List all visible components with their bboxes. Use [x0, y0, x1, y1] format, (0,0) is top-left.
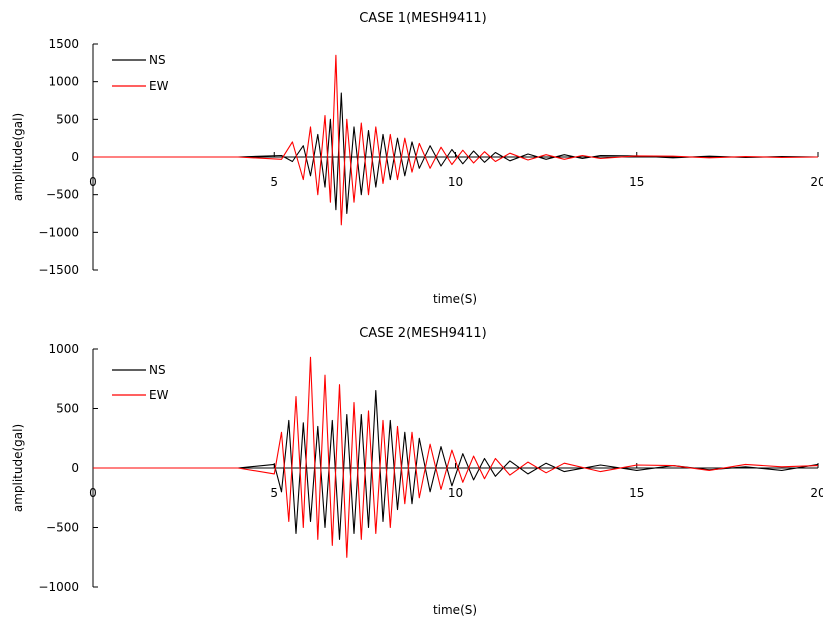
series-line-ns — [93, 92, 819, 215]
legend-label-ns: NS — [149, 363, 166, 377]
legend-label-ew: EW — [149, 79, 169, 93]
chart-panel-case2: CASE 2(MESH9411) amplitude(gal) time(S) … — [11, 326, 823, 617]
series-line-ew — [93, 356, 819, 558]
y-tick-label: −500 — [46, 188, 79, 202]
x-tick-label: 20 — [810, 486, 823, 500]
y-axis-label: amplitude(gal) — [11, 424, 25, 512]
x-tick-label: 5 — [270, 175, 278, 189]
x-tick-label: 0 — [89, 175, 97, 189]
x-tick-label: 10 — [448, 486, 463, 500]
y-tick-label: 1000 — [48, 75, 79, 89]
legend: NS EW — [112, 53, 169, 93]
y-tick-label: −1500 — [38, 263, 79, 277]
chart-title: CASE 2(MESH9411) — [359, 326, 487, 341]
x-tick-label: 10 — [448, 175, 463, 189]
x-tick-label: 15 — [629, 486, 644, 500]
x-axis-label: time(S) — [433, 292, 477, 306]
x-axis-label: time(S) — [433, 603, 477, 617]
series-line-ns — [93, 390, 819, 540]
y-tick-label: −500 — [46, 521, 79, 535]
y-tick-label: 0 — [71, 461, 79, 475]
y-tick-label: 500 — [56, 112, 79, 126]
y-tick-label: 1500 — [48, 37, 79, 51]
x-tick-label: 0 — [89, 486, 97, 500]
x-tick-label: 20 — [810, 175, 823, 189]
legend-label-ew: EW — [149, 388, 169, 402]
x-tick-label: 5 — [270, 486, 278, 500]
chart-panel-case1: CASE 1(MESH9411) amplitude(gal) time(S) … — [11, 11, 823, 306]
y-tick-label: 0 — [71, 150, 79, 164]
x-tick-label: 15 — [629, 175, 644, 189]
y-tick-label: −1000 — [38, 580, 79, 594]
y-tick-label: 500 — [56, 402, 79, 416]
series-line-ew — [93, 54, 819, 226]
y-tick-label: 1000 — [48, 342, 79, 356]
legend-label-ns: NS — [149, 53, 166, 67]
legend: NS EW — [112, 363, 169, 402]
y-tick-label: −1000 — [38, 225, 79, 239]
chart-title: CASE 1(MESH9411) — [359, 11, 487, 26]
y-axis-label: amplitude(gal) — [11, 113, 25, 201]
